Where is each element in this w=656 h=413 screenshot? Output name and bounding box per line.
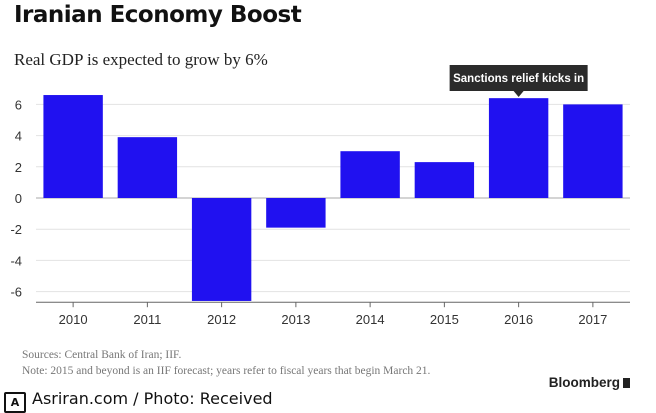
bloomberg-brand-text: Bloomberg: [548, 375, 620, 390]
annotation-pointer: [513, 91, 524, 97]
x-tick-label: 2015: [430, 312, 459, 327]
y-tick-label: -2: [10, 222, 22, 237]
bloomberg-mark-icon: [623, 378, 630, 388]
sources-text: Sources: Central Bank of Iran; IIF.: [22, 349, 182, 361]
chart-subtitle: Real GDP is expected to grow by 6%: [14, 50, 268, 69]
bar-2010: [43, 95, 103, 198]
chart-footer: Sources: Central Bank of Iran; IIF. Note…: [22, 347, 430, 379]
bar-2014: [340, 151, 400, 198]
y-tick-label: 0: [15, 191, 22, 206]
chart-title: Iranian Economy Boost: [14, 2, 302, 28]
credit-text: Asriran.com / Photo: Received: [32, 389, 273, 408]
bloomberg-logo: Bloomberg: [549, 375, 630, 390]
annotation-label: Sanctions relief kicks in: [453, 73, 584, 85]
x-tick-label: 2012: [207, 312, 236, 327]
annotation: Sanctions relief kicks in: [449, 65, 588, 97]
note-text: Note: 2015 and beyond is an IIF forecast…: [22, 365, 431, 377]
x-axis-ticks: 2010 2011 2012 2013 2014 2015 2016 2017: [59, 302, 607, 327]
bar-2013: [266, 198, 326, 228]
bar-2016: [488, 98, 549, 198]
x-tick-label: 2014: [356, 312, 385, 327]
bar-2015: [414, 162, 475, 198]
y-tick-label: 4: [15, 129, 22, 144]
x-tick-label: 2013: [281, 312, 310, 327]
y-tick-label: 2: [15, 160, 22, 175]
y-axis-ticks: 6 4 2 0 -2 -4 -6: [10, 97, 22, 299]
bar-2012: [191, 198, 252, 301]
x-tick-label: 2011: [133, 312, 161, 327]
photo-credit: A Asriran.com / Photo: Received: [4, 389, 273, 413]
y-tick-label: -6: [10, 285, 22, 300]
x-tick-label: 2016: [504, 312, 533, 327]
bar-2011: [117, 137, 178, 198]
bar-2017: [563, 104, 623, 198]
x-tick-label: 2010: [59, 312, 88, 327]
y-tick-label: -4: [10, 253, 22, 268]
bars: [43, 95, 623, 301]
x-tick-label: 2017: [578, 312, 607, 327]
y-tick-label: 6: [15, 97, 22, 112]
annotation-box: [449, 65, 588, 91]
